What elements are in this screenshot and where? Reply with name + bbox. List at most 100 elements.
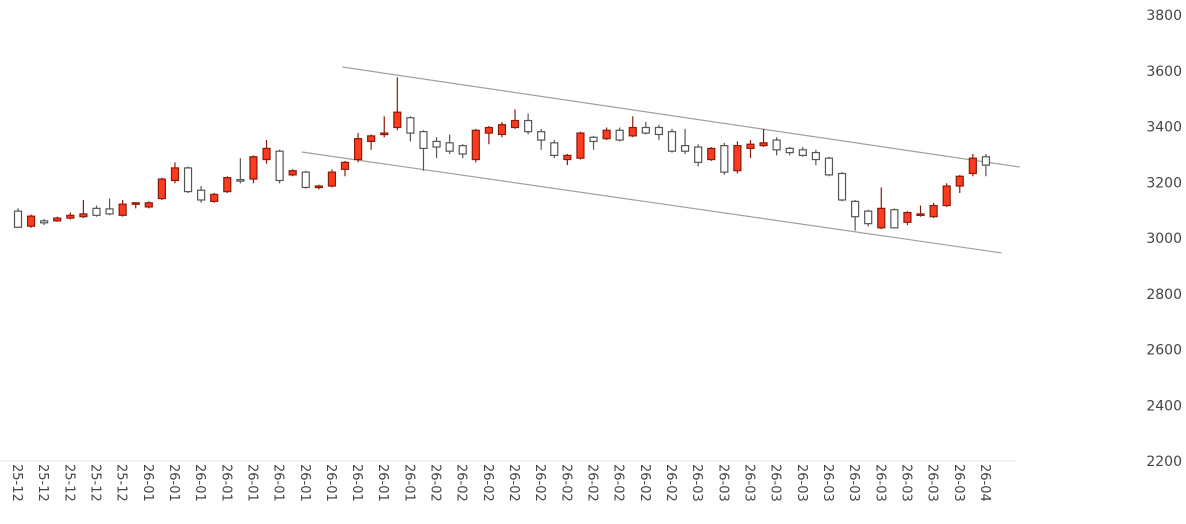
x-tick-label: 26-03 xyxy=(872,464,887,502)
x-tick-label: 26-01 xyxy=(192,464,207,502)
candle-body xyxy=(759,142,768,147)
candle-body xyxy=(615,129,624,141)
x-tick-label: 26-02 xyxy=(663,464,678,502)
x-tick-label: 26-03 xyxy=(846,464,861,502)
candle-body xyxy=(903,211,912,223)
candle-body xyxy=(929,204,938,218)
candle-body xyxy=(654,126,664,136)
candle-body xyxy=(851,200,860,218)
candle-body xyxy=(353,138,363,161)
candle-body xyxy=(968,157,977,175)
candle-body xyxy=(367,135,376,143)
candle-body xyxy=(955,175,964,187)
x-tick-label: 26-03 xyxy=(925,464,940,502)
candle-body xyxy=(66,214,75,219)
candle-body xyxy=(40,220,49,224)
candle-body xyxy=(249,156,258,180)
candle-body xyxy=(824,157,834,176)
candle-body xyxy=(157,178,166,200)
candle-body xyxy=(576,132,585,159)
y-tick-label: 3400 xyxy=(1146,120,1182,136)
trend-line xyxy=(301,151,1002,254)
y-tick-label: 3200 xyxy=(1146,175,1182,191)
x-tick-label: 26-04 xyxy=(977,464,992,502)
x-tick-label: 26-02 xyxy=(480,464,495,502)
candle-body xyxy=(563,154,572,161)
candle-body xyxy=(877,207,886,229)
x-tick-label: 26-03 xyxy=(768,464,783,502)
candle-body xyxy=(484,126,493,134)
candle-body xyxy=(942,185,951,207)
candle-body xyxy=(458,145,467,155)
x-tick-label: 26-02 xyxy=(558,464,573,502)
x-tick-label: 26-01 xyxy=(297,464,312,502)
candle-body xyxy=(118,203,127,216)
candle-body xyxy=(694,146,703,163)
x-tick-label: 26-03 xyxy=(898,464,913,502)
y-tick-label: 2800 xyxy=(1146,287,1182,303)
candle-body xyxy=(589,136,598,143)
x-tick-label: 26-02 xyxy=(428,464,443,502)
candle-body xyxy=(720,145,729,173)
candle-body xyxy=(406,117,415,134)
candle-body xyxy=(432,140,441,148)
candle-body xyxy=(301,171,310,189)
x-tick-label: 26-02 xyxy=(506,464,521,502)
candle-body xyxy=(733,145,742,172)
candle-body xyxy=(510,119,520,129)
trend-line xyxy=(342,66,1021,168)
y-tick-label: 2400 xyxy=(1146,398,1182,414)
x-tick-label: 26-02 xyxy=(585,464,600,502)
candle-body xyxy=(183,167,193,193)
x-tick-label: 26-01 xyxy=(218,464,233,502)
candle-body xyxy=(419,131,428,150)
candle-body xyxy=(798,149,807,156)
candle-body xyxy=(92,207,101,216)
candle-body xyxy=(26,215,36,227)
candle-body xyxy=(916,213,925,217)
x-tick-label: 26-03 xyxy=(715,464,730,502)
candle-body xyxy=(170,167,180,182)
candle-body xyxy=(537,131,546,141)
y-tick-label: 3600 xyxy=(1146,64,1182,80)
x-tick-label: 26-01 xyxy=(244,464,259,502)
x-tick-label: 26-03 xyxy=(951,464,966,502)
x-tick-label: 26-01 xyxy=(271,464,286,502)
y-tick-label: 3800 xyxy=(1146,8,1182,24)
y-tick-label: 3000 xyxy=(1146,231,1182,247)
candle-body xyxy=(210,193,219,202)
x-tick-label: 26-01 xyxy=(375,464,390,502)
x-tick-label: 26-03 xyxy=(820,464,835,502)
candle-body xyxy=(746,143,755,150)
x-tick-label: 26-02 xyxy=(454,464,469,502)
candle-body xyxy=(131,202,140,205)
y-tick-label: 2600 xyxy=(1146,343,1182,359)
candle-body xyxy=(707,147,716,161)
candle-body xyxy=(680,145,690,152)
candle-body xyxy=(524,119,533,133)
x-tick-label: 25-12 xyxy=(35,464,50,502)
candle-body xyxy=(981,156,991,166)
x-tick-label: 26-01 xyxy=(401,464,416,502)
candle-body xyxy=(550,142,559,156)
x-tick-label: 26-02 xyxy=(637,464,652,502)
x-tick-label: 26-01 xyxy=(349,464,364,502)
candle-body xyxy=(53,217,62,222)
candle-body xyxy=(105,208,114,215)
candle-body xyxy=(197,189,206,201)
candle-body xyxy=(275,150,284,182)
x-tick-label: 25-12 xyxy=(61,464,76,502)
candle-body xyxy=(327,171,337,187)
x-tick-label: 26-01 xyxy=(323,464,338,502)
candle-body xyxy=(667,131,677,152)
x-tick-label: 26-03 xyxy=(741,464,756,502)
candle-body xyxy=(144,202,153,208)
candle-body xyxy=(288,170,297,176)
x-tick-label: 25-12 xyxy=(87,464,102,502)
candle-body xyxy=(628,126,637,137)
candle-body xyxy=(497,124,507,136)
candle-body xyxy=(13,210,23,228)
x-tick-label: 26-01 xyxy=(140,464,155,502)
x-tick-label: 26-03 xyxy=(794,464,809,502)
